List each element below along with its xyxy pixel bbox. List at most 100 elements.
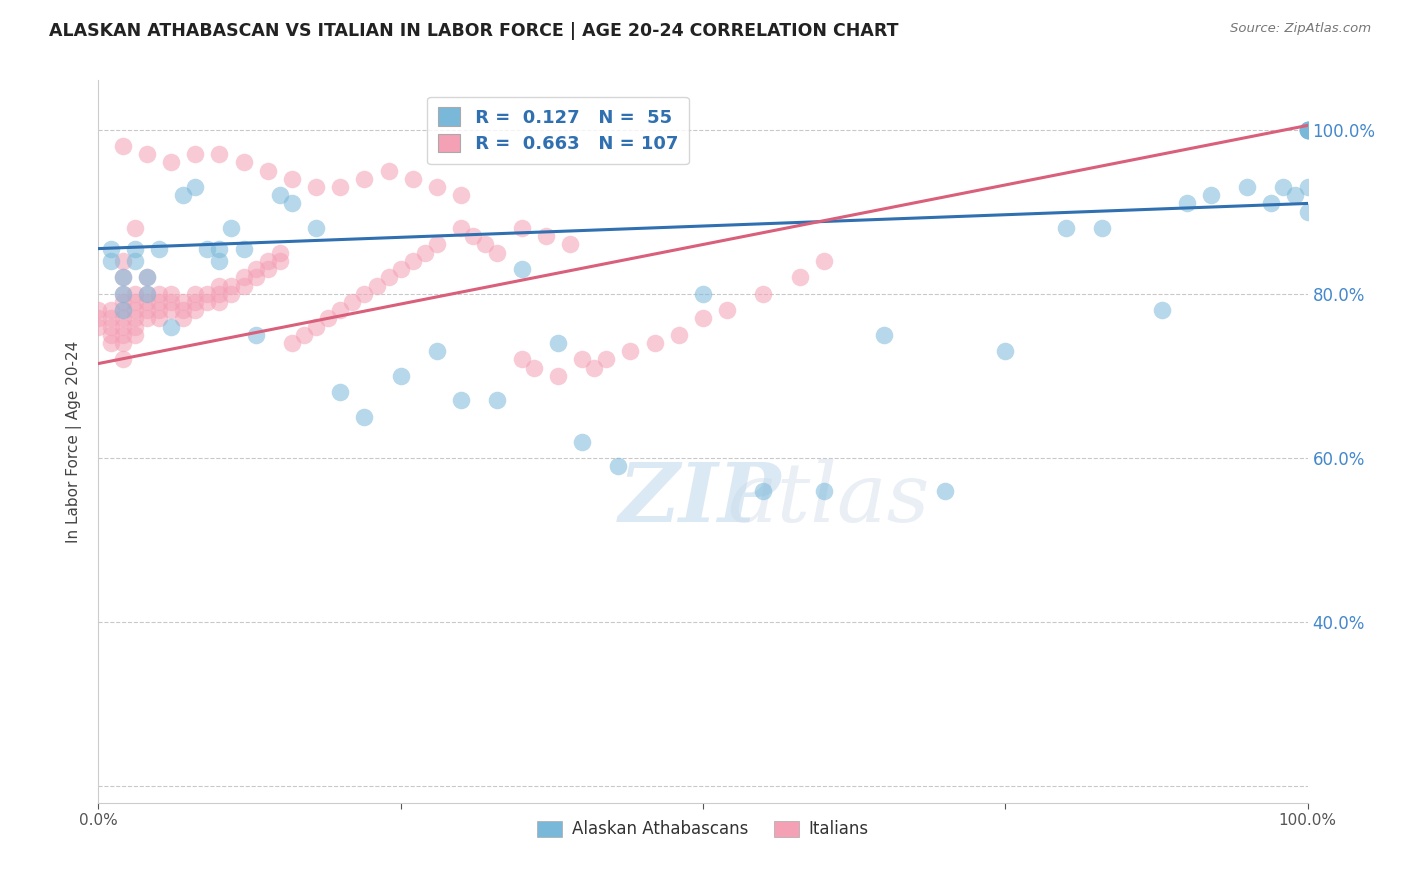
Point xyxy=(256,253,278,268)
Point xyxy=(111,270,134,285)
Point xyxy=(111,327,134,342)
Point xyxy=(111,286,134,301)
Point xyxy=(402,171,425,186)
Text: Source: ZipAtlas.com: Source: ZipAtlas.com xyxy=(1230,22,1371,36)
Point xyxy=(256,262,278,277)
Point xyxy=(232,278,254,293)
Point xyxy=(232,270,254,285)
Point xyxy=(934,483,956,498)
Point xyxy=(100,336,122,351)
Point xyxy=(184,180,207,194)
Point xyxy=(111,295,134,310)
Point xyxy=(135,270,157,285)
Point xyxy=(111,139,134,153)
Point xyxy=(873,327,896,342)
Point xyxy=(135,303,157,318)
Point xyxy=(510,262,533,277)
Point xyxy=(450,393,472,408)
Point xyxy=(1296,122,1319,136)
Point xyxy=(111,303,134,318)
Point xyxy=(172,188,194,202)
Point xyxy=(1260,196,1282,211)
Point xyxy=(1296,122,1319,136)
Point xyxy=(366,278,388,293)
Point xyxy=(486,393,509,408)
Point xyxy=(135,286,157,301)
Point xyxy=(692,311,714,326)
Point xyxy=(135,270,157,285)
Point xyxy=(474,237,496,252)
Point xyxy=(1236,180,1258,194)
Point xyxy=(148,311,170,326)
Point xyxy=(221,221,243,235)
Point xyxy=(692,286,714,301)
Point xyxy=(716,303,738,318)
Point xyxy=(111,336,134,351)
Point xyxy=(353,171,375,186)
Point xyxy=(1091,221,1114,235)
Point xyxy=(534,229,557,244)
Point xyxy=(281,336,304,351)
Point xyxy=(558,237,581,252)
Point xyxy=(413,245,436,260)
Point xyxy=(111,253,134,268)
Point xyxy=(1296,204,1319,219)
Point xyxy=(100,242,122,256)
Point xyxy=(195,295,218,310)
Point xyxy=(813,253,835,268)
Point xyxy=(184,295,207,310)
Point xyxy=(135,311,157,326)
Point xyxy=(124,221,146,235)
Text: atlas: atlas xyxy=(727,459,929,540)
Legend: Alaskan Athabascans, Italians: Alaskan Athabascans, Italians xyxy=(530,814,876,845)
Point xyxy=(245,327,267,342)
Point xyxy=(87,303,110,318)
Point xyxy=(100,253,122,268)
Point xyxy=(668,327,690,342)
Point xyxy=(256,163,278,178)
Point xyxy=(329,385,352,400)
Point xyxy=(1296,180,1319,194)
Point xyxy=(208,278,231,293)
Point xyxy=(1284,188,1306,202)
Point xyxy=(232,155,254,169)
Point xyxy=(100,327,122,342)
Point xyxy=(463,229,485,244)
Point xyxy=(221,286,243,301)
Point xyxy=(305,180,328,194)
Point xyxy=(353,286,375,301)
Point xyxy=(305,221,328,235)
Point xyxy=(342,295,364,310)
Point xyxy=(148,303,170,318)
Point xyxy=(1199,188,1222,202)
Point xyxy=(450,188,472,202)
Point xyxy=(486,245,509,260)
Point xyxy=(124,327,146,342)
Point xyxy=(208,147,231,161)
Point xyxy=(402,253,425,268)
Point xyxy=(571,434,593,449)
Point xyxy=(160,155,183,169)
Point xyxy=(100,311,122,326)
Point xyxy=(1296,122,1319,136)
Point xyxy=(160,295,183,310)
Point xyxy=(426,180,449,194)
Point xyxy=(172,311,194,326)
Point xyxy=(1296,122,1319,136)
Point xyxy=(1296,122,1319,136)
Point xyxy=(752,483,775,498)
Point xyxy=(269,245,291,260)
Point xyxy=(245,262,267,277)
Point xyxy=(281,196,304,211)
Point xyxy=(87,311,110,326)
Y-axis label: In Labor Force | Age 20-24: In Labor Force | Age 20-24 xyxy=(66,341,83,542)
Point xyxy=(377,270,399,285)
Point xyxy=(124,286,146,301)
Point xyxy=(450,221,472,235)
Point xyxy=(135,147,157,161)
Point xyxy=(510,352,533,367)
Point xyxy=(148,242,170,256)
Point xyxy=(208,253,231,268)
Point xyxy=(160,319,183,334)
Point xyxy=(607,459,630,474)
